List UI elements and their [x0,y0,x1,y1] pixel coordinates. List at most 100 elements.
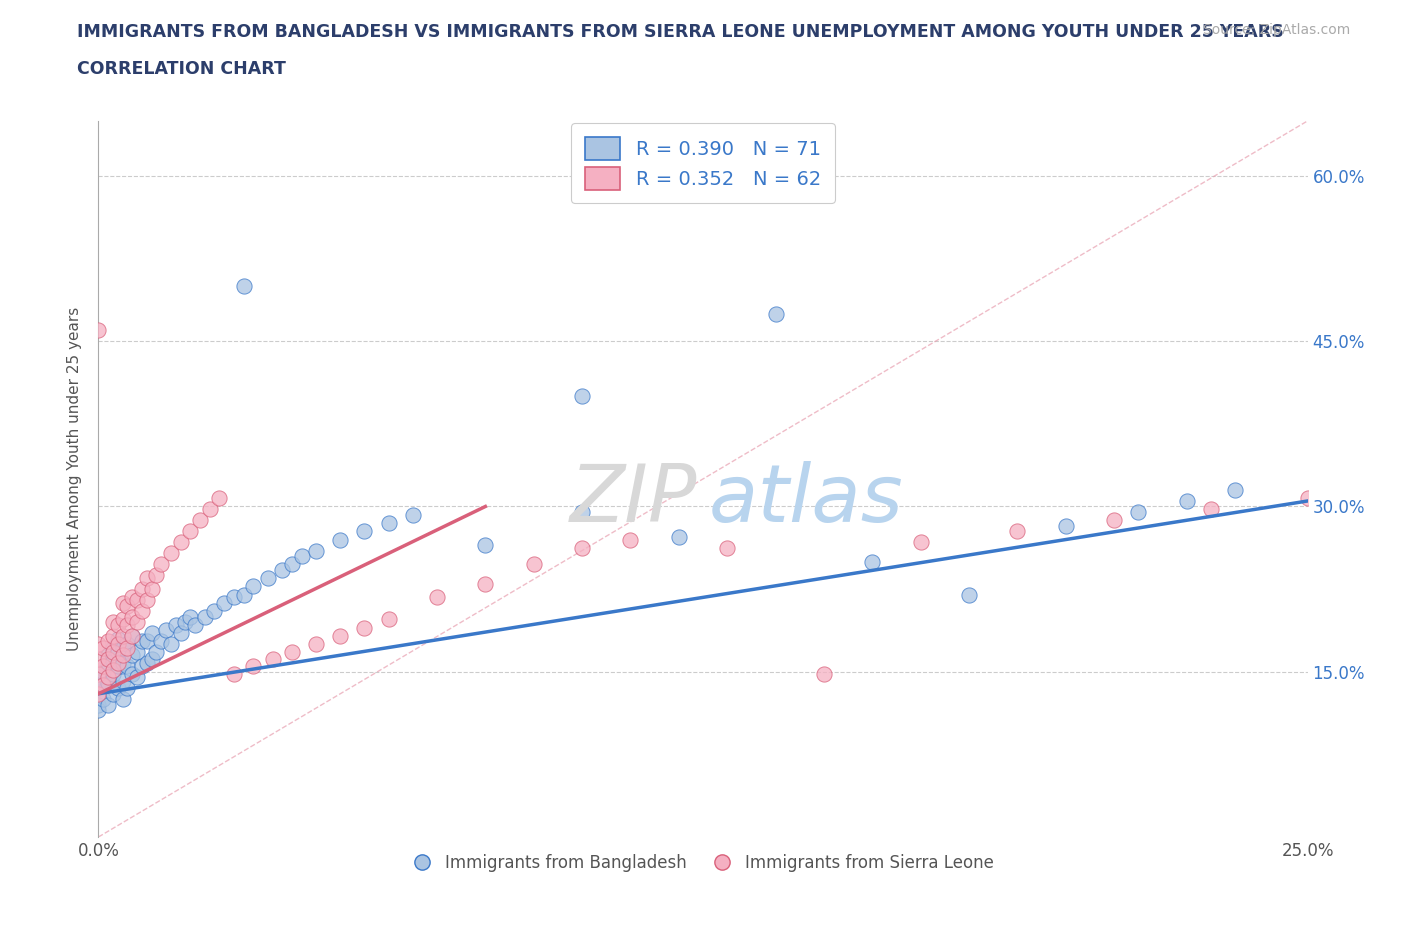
Point [155,622,177,637]
Point [101,662,124,677]
Point [101,615,124,630]
Point [101,644,124,659]
Point [111,692,134,707]
Point [813,667,835,682]
Point [150,633,173,648]
Point [716,541,738,556]
Point [765,306,787,321]
Point [281,644,304,659]
Point [111,673,134,688]
Point [135,633,157,648]
Point [101,640,124,655]
Point [121,609,143,624]
Point [111,629,134,644]
Point [107,631,129,646]
Point [101,686,124,701]
Point [242,658,264,673]
Point [135,571,157,586]
Point [87,681,110,696]
Point [329,532,352,547]
Point [97,698,120,712]
Point [222,590,245,604]
Point [194,609,217,624]
Point [957,587,980,602]
Point [571,389,593,404]
Point [145,644,167,659]
Point [87,637,110,652]
Point [165,618,187,633]
Point [402,508,425,523]
Point [131,581,153,596]
Point [329,629,352,644]
Point [111,656,134,671]
Point [117,658,139,673]
Point [208,490,231,505]
Point [1128,505,1150,520]
Point [179,609,201,624]
Point [426,590,449,604]
Point [474,577,496,591]
Point [305,637,328,652]
Point [111,640,134,655]
Point [101,667,124,682]
Point [117,598,139,613]
Point [1102,512,1125,527]
Point [169,626,191,641]
Point [1296,490,1319,505]
Point [101,629,124,644]
Point [121,648,143,663]
Point [121,629,143,644]
Point [97,656,120,671]
Point [111,611,134,626]
Y-axis label: Unemployment Among Youth under 25 years: Unemployment Among Youth under 25 years [67,307,83,651]
Point [121,667,143,682]
Point [353,620,375,635]
Point [87,698,110,712]
Point [281,556,304,571]
Point [1007,524,1029,538]
Point [87,651,110,666]
Point [1175,494,1198,509]
Point [97,648,120,663]
Point [107,637,129,652]
Text: IMMIGRANTS FROM BANGLADESH VS IMMIGRANTS FROM SIERRA LEONE UNEMPLOYMENT AMONG YO: IMMIGRANTS FROM BANGLADESH VS IMMIGRANTS… [77,23,1284,41]
Point [127,615,149,630]
Point [222,667,245,682]
Legend: Immigrants from Bangladesh, Immigrants from Sierra Leone: Immigrants from Bangladesh, Immigrants f… [405,847,1001,879]
Point [571,505,593,520]
Point [188,512,211,527]
Point [91,640,114,655]
Point [97,670,120,684]
Point [87,703,110,718]
Point [117,637,139,652]
Point [523,556,546,571]
Point [619,532,641,547]
Point [204,604,226,618]
Point [117,618,139,633]
Point [87,686,110,701]
Point [174,615,197,630]
Point [97,651,120,666]
Point [111,596,134,611]
Point [135,656,157,671]
Point [121,629,143,644]
Point [111,648,134,663]
Point [127,644,149,659]
Point [668,530,690,545]
Point [571,541,593,556]
Point [135,592,157,607]
Point [212,596,235,611]
Point [860,554,883,569]
Point [117,640,139,655]
Point [160,637,183,652]
Point [121,590,143,604]
Text: Source: ZipAtlas.com: Source: ZipAtlas.com [1202,23,1350,37]
Point [107,681,129,696]
Point [107,618,129,633]
Point [91,678,114,693]
Point [1199,501,1222,516]
Point [87,667,110,682]
Point [91,692,114,707]
Point [262,651,284,666]
Text: CORRELATION CHART: CORRELATION CHART [77,60,287,78]
